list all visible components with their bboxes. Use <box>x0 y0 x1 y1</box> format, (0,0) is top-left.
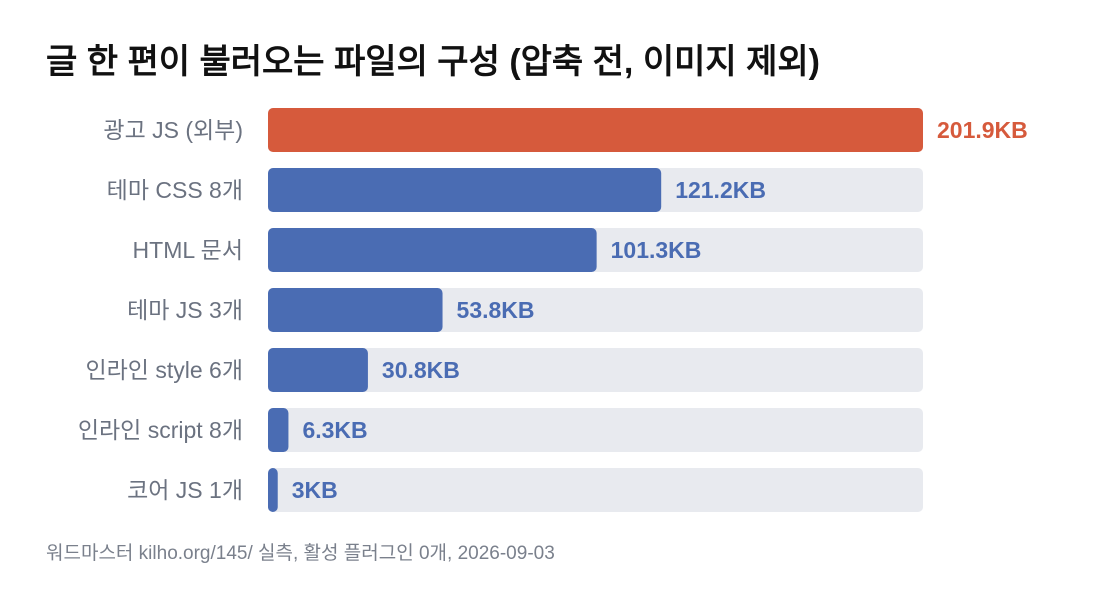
value-label: 121.2KB <box>675 177 766 203</box>
value-label: 6.3KB <box>302 417 367 443</box>
bar-track <box>268 408 923 452</box>
value-label: 53.8KB <box>457 297 535 323</box>
source-note: 워드마스터 kilho.org/145/ 실측, 활성 플러그인 0개, 202… <box>46 543 555 564</box>
category-label: 테마 JS 3개 <box>127 297 243 323</box>
value-label: 201.9KB <box>937 117 1028 143</box>
bar-track <box>268 348 923 392</box>
bar-track <box>268 468 923 512</box>
data-bar <box>268 168 662 212</box>
category-label: 테마 CSS 8개 <box>107 177 243 203</box>
data-bar <box>268 408 289 452</box>
value-label: 101.3KB <box>611 237 702 263</box>
data-bar <box>268 228 597 272</box>
category-label: 인라인 style 6개 <box>85 357 243 383</box>
value-label: 30.8KB <box>382 357 460 383</box>
category-label: 인라인 script 8개 <box>78 417 243 443</box>
category-label: 코어 JS 1개 <box>127 477 243 503</box>
data-bar <box>268 108 923 152</box>
data-bar <box>268 348 368 392</box>
value-label: 3KB <box>292 477 338 503</box>
data-bar <box>268 468 278 512</box>
category-label: HTML 문서 <box>133 237 243 263</box>
data-bar <box>268 288 443 332</box>
category-label: 광고 JS (외부) <box>103 117 243 143</box>
chart-title: 글 한 편이 불러오는 파일의 구성 (압축 전, 이미지 제외) <box>46 43 820 81</box>
